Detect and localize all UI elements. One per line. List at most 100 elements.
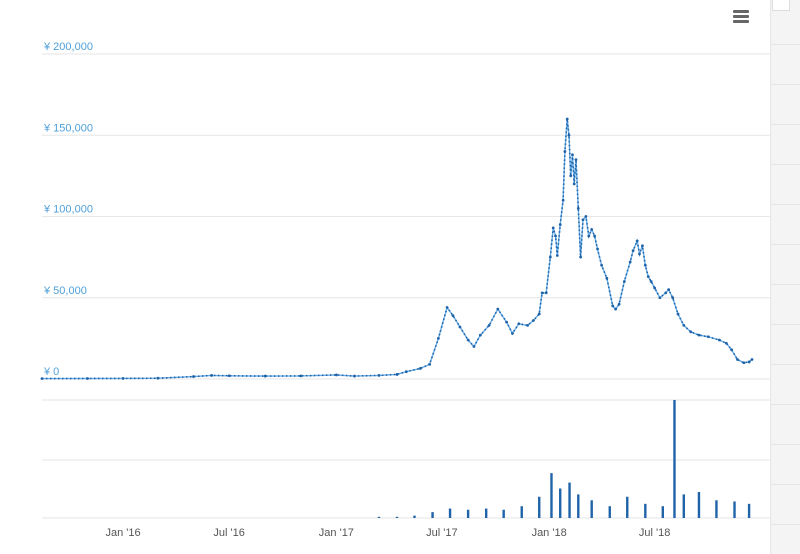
price-point [689,330,693,334]
price-point [86,377,89,380]
price-point [641,244,644,248]
price-point [558,223,562,227]
volume-bar [559,488,562,518]
price-point [334,373,338,377]
volume-bar [697,492,701,518]
price-point [706,335,710,339]
price-point [458,325,462,329]
price-point [658,296,662,300]
x-tick-label: Jan '18 [532,527,567,539]
y-axis-labels: ¥ 0 ¥ 50,000 ¥ 100,000 ¥ 150,000 ¥ 200,000 [43,41,93,378]
price-point [478,333,482,337]
price-point [736,358,739,361]
y-tick-label: ¥ 100,000 [43,204,93,216]
price-point [571,153,574,157]
volume-bar [747,503,751,518]
volume-bar [673,400,676,518]
price-point [451,314,455,318]
hamburger-menu-icon[interactable] [728,4,754,28]
price-point [299,374,303,378]
volume-bar [568,482,571,518]
price-point [436,336,440,340]
volume-bar [550,473,553,518]
volume-bar [577,494,580,518]
price-point [617,302,621,306]
volume-bar [715,500,718,518]
volume-bar [413,515,416,518]
volume-bar [733,501,736,518]
price-line-dots [41,118,753,380]
volume-bar [626,496,629,518]
y-tick-label: ¥ 150,000 [43,122,93,134]
price-point [590,228,594,231]
price-point [472,345,476,348]
price-point [121,376,125,380]
price-point [466,338,470,342]
x-tick-label: Jan '16 [105,527,140,539]
x-axis-labels: Jan '16 Jul '16 Jan '17 Jul '17 Jan '18 Jul '… [105,527,670,539]
price-point [548,255,552,259]
price-point [649,280,653,283]
price-point [563,150,567,153]
price-point [605,276,609,280]
price-point [643,263,647,267]
price-point [569,174,573,178]
price-point [747,360,751,364]
price-point [540,291,544,295]
price-point [611,304,615,308]
volume-bar [484,508,488,518]
price-point [555,254,559,257]
price-point [227,374,231,378]
price-point [505,320,508,324]
price-point [561,198,565,202]
price-point [496,307,500,311]
price-point [263,374,267,378]
price-point [638,252,641,256]
price-point [576,206,580,210]
price-point [664,291,668,295]
volume-bar [538,496,541,518]
price-point [730,348,733,352]
volume-bar [608,506,611,518]
price-point [653,286,657,290]
volume-bar [466,509,470,518]
price-point [628,260,632,264]
volume-bar [520,506,523,518]
price-point [537,312,541,316]
volume-bar [590,500,593,518]
price-point [210,374,214,377]
volume-bar [682,494,685,518]
y-tick-label: ¥ 0 [43,366,59,378]
price-point [593,234,597,238]
volume-series [377,400,751,518]
price-point [631,249,635,253]
price-point [554,234,557,238]
volume-bar [502,509,505,518]
price-point [517,322,521,326]
price-point [192,375,195,378]
price-point [667,288,671,292]
right-scroll-strip [770,0,800,554]
price-point [697,333,701,337]
scroll-up-button[interactable] [772,0,790,11]
y-tick-label: ¥ 50,000 [43,285,87,297]
price-point [353,374,356,378]
price-point [717,338,721,342]
price-line [41,118,753,380]
price-point [646,275,650,279]
price-point [526,323,529,327]
x-tick-label: Jul '18 [639,527,670,539]
price-point [404,370,408,374]
price-point [445,306,449,309]
price-point [682,323,686,327]
price-point [418,367,422,370]
price-point [671,296,675,300]
price-point [395,373,399,376]
volume-bar [448,508,452,518]
price-point [428,362,432,366]
volume-bar [644,503,647,518]
price-point [567,133,571,137]
price-point [587,234,591,238]
grid [42,53,770,519]
